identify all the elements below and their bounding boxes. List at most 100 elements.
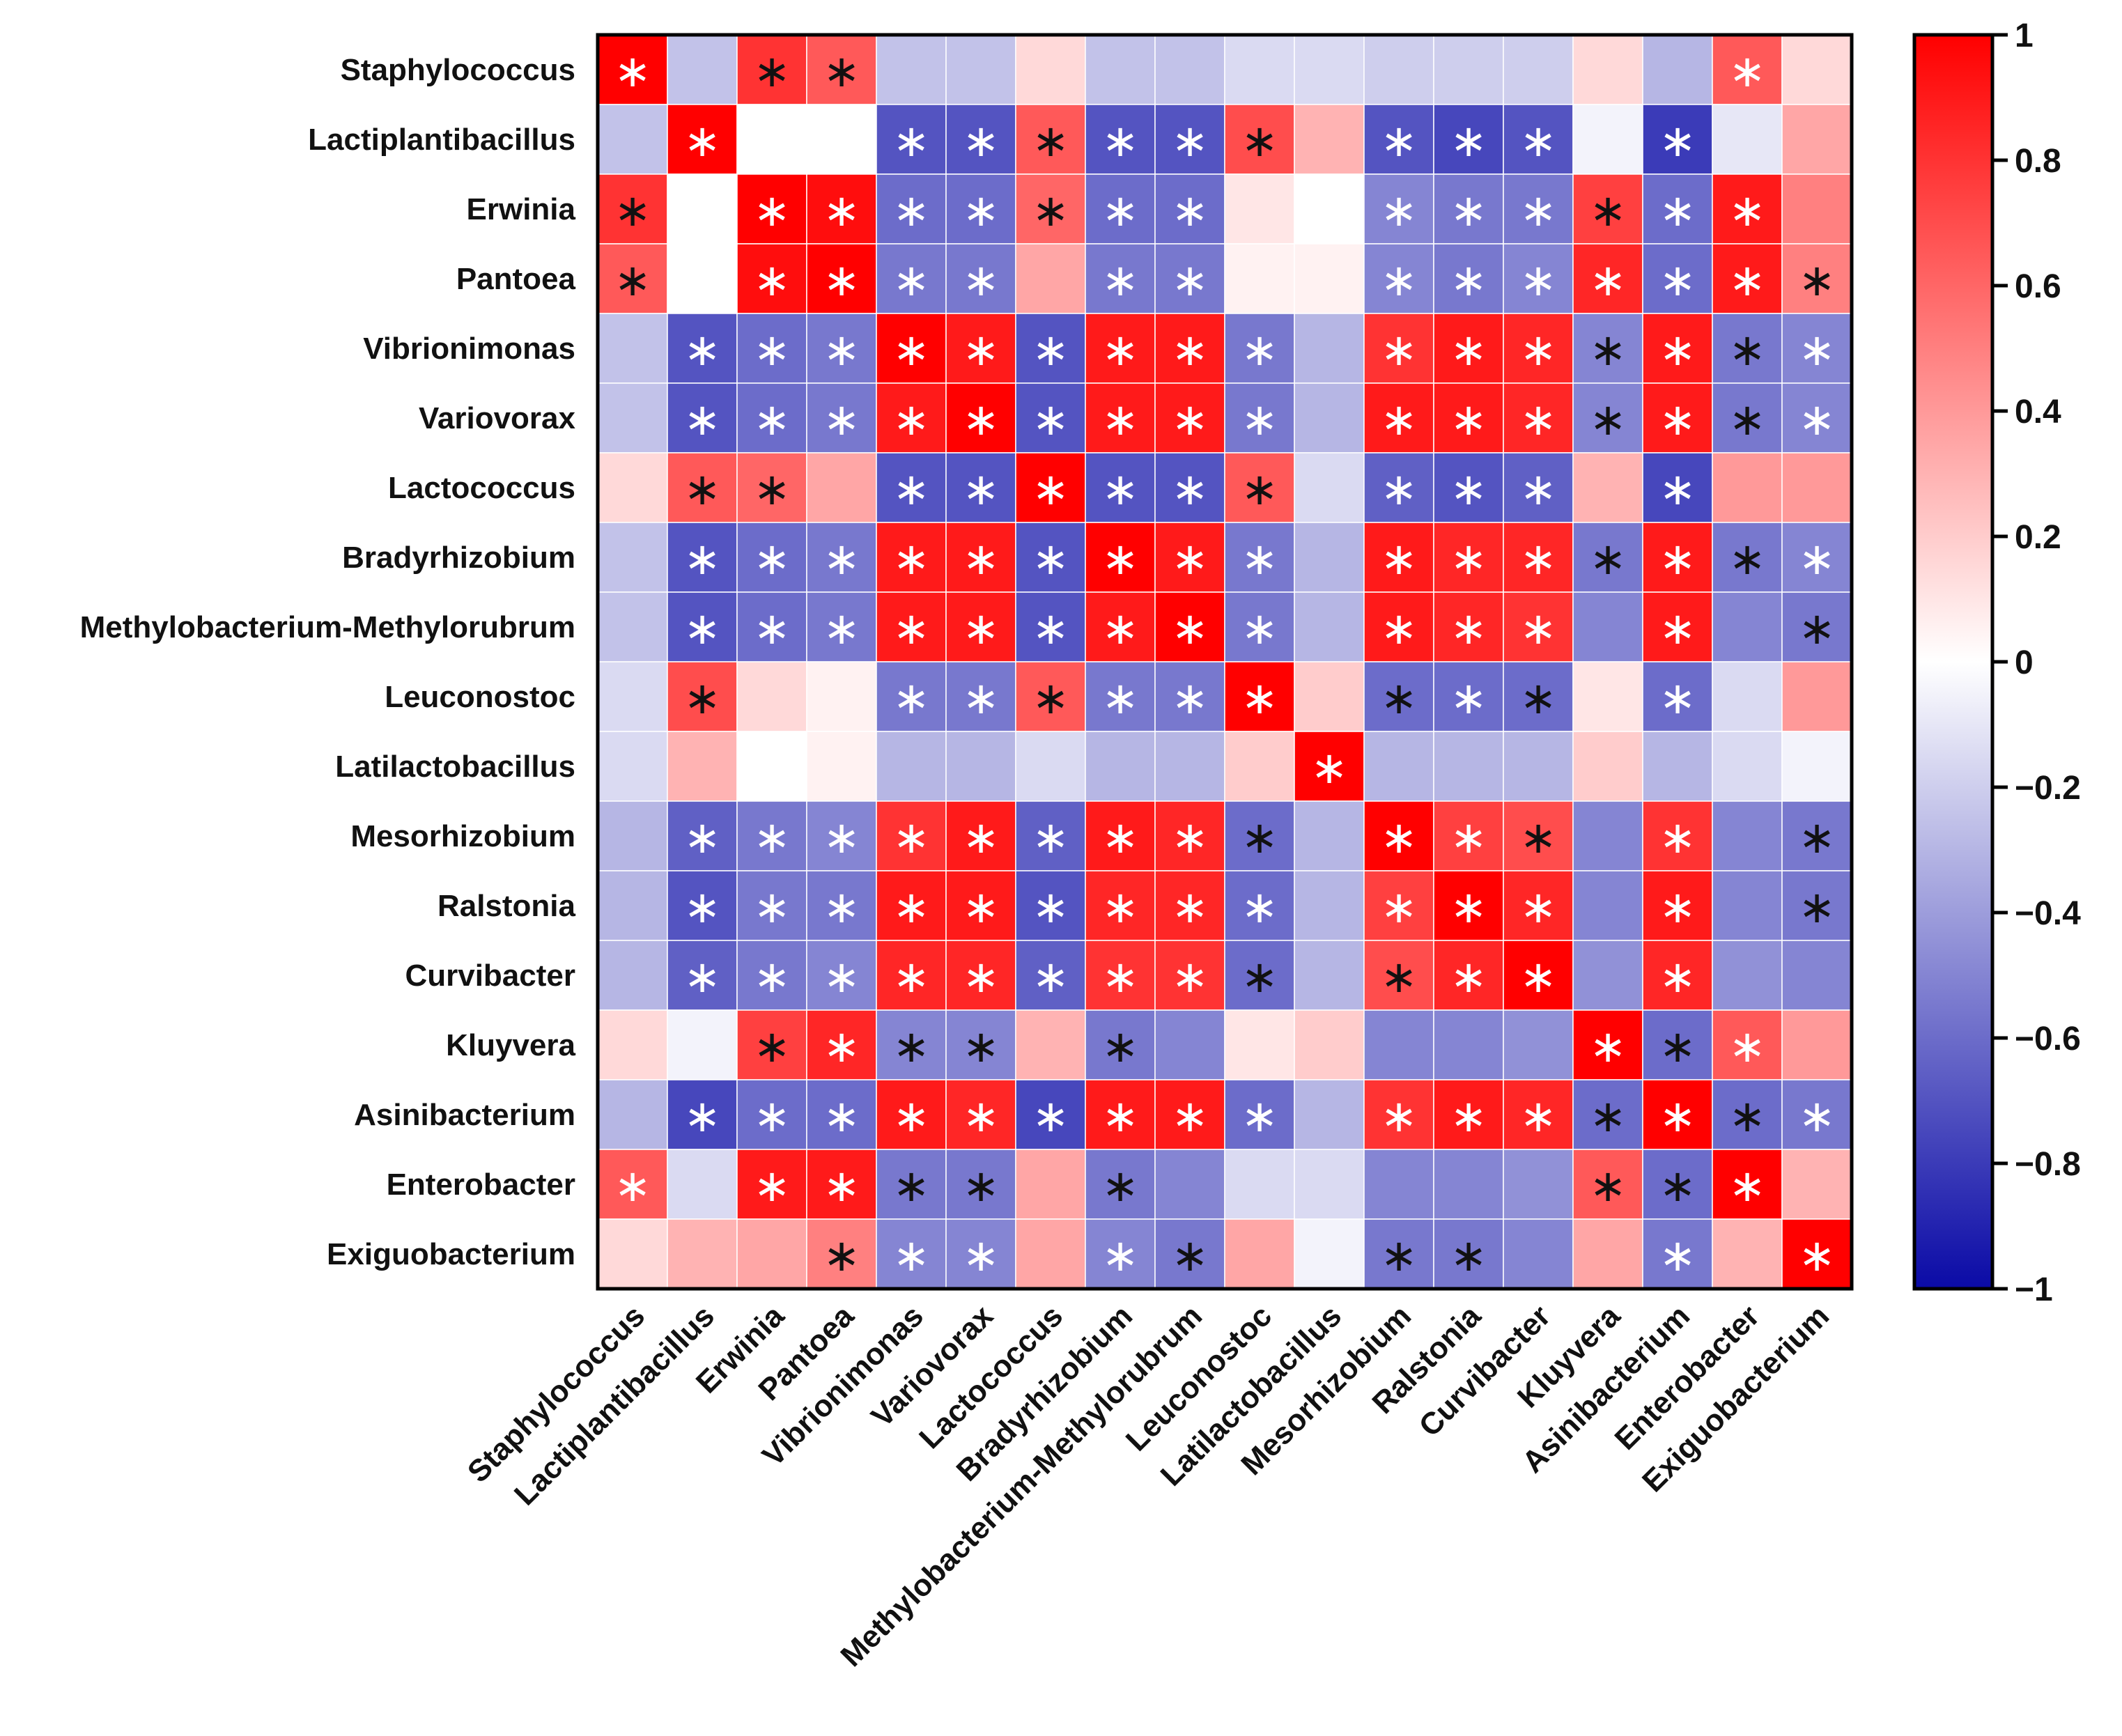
- heatmap-cell: [1642, 313, 1713, 384]
- heatmap-frame: [596, 33, 1854, 1291]
- significance-star: ∗: [962, 603, 1000, 655]
- significance-star: ∗: [1171, 882, 1209, 933]
- significance-star: ∗: [1101, 394, 1139, 446]
- row-label: Enterobacter: [387, 1168, 575, 1202]
- heatmap-cell: [945, 1218, 1016, 1289]
- significance-star: ∗: [1171, 1230, 1209, 1282]
- heatmap-cell: [1015, 34, 1086, 105]
- heatmap-cell: [1294, 1149, 1365, 1220]
- heatmap-cell: [1503, 452, 1574, 523]
- significance-star: ∗: [1589, 185, 1627, 237]
- significance-star: ∗: [823, 185, 860, 237]
- significance-star: ∗: [823, 812, 860, 864]
- heatmap-cell: [1572, 870, 1643, 941]
- heatmap-cell: [667, 1218, 738, 1289]
- heatmap-cell: [1642, 1079, 1713, 1150]
- significance-star: ∗: [614, 185, 651, 237]
- heatmap-cell: [1015, 1009, 1086, 1080]
- heatmap-cell: [1572, 1218, 1643, 1289]
- significance-star: ∗: [892, 673, 930, 724]
- heatmap-cell: [1363, 243, 1434, 314]
- significance-star: ∗: [1519, 882, 1557, 933]
- heatmap-cell: [667, 522, 738, 593]
- heatmap-cell: [1433, 1009, 1504, 1080]
- heatmap-cell: [806, 34, 877, 105]
- significance-star: ∗: [962, 534, 1000, 585]
- heatmap-cell: [597, 104, 668, 175]
- significance-star: ∗: [1380, 394, 1418, 446]
- heatmap-cell: [1572, 313, 1643, 384]
- heatmap-cell: [1363, 313, 1434, 384]
- significance-star: ∗: [1798, 603, 1836, 655]
- significance-star: ∗: [1380, 673, 1418, 724]
- heatmap-cell: [1712, 661, 1783, 732]
- significance-star: ∗: [1798, 882, 1836, 933]
- significance-star: ∗: [753, 325, 791, 376]
- heatmap-cell: [597, 382, 668, 454]
- heatmap-cell: [1294, 731, 1365, 802]
- significance-star: ∗: [823, 603, 860, 655]
- heatmap-cell: [1433, 173, 1504, 245]
- heatmap-cell: [1642, 661, 1713, 732]
- heatmap-cell: [1294, 104, 1365, 175]
- heatmap-cell: [1363, 382, 1434, 454]
- significance-star: ∗: [1589, 255, 1627, 307]
- heatmap-cell: [1433, 522, 1504, 593]
- colorbar-gradient: [1912, 33, 1995, 1291]
- significance-star: ∗: [1171, 812, 1209, 864]
- significance-star: ∗: [1659, 603, 1696, 655]
- significance-star: ∗: [1101, 116, 1139, 167]
- heatmap-cell: [1154, 1218, 1225, 1289]
- heatmap-cell: [1712, 522, 1783, 593]
- heatmap-cell: [1712, 1218, 1783, 1289]
- significance-star: ∗: [1519, 1091, 1557, 1142]
- heatmap-cell: [945, 173, 1016, 245]
- heatmap-cell: [1363, 800, 1434, 871]
- significance-star: ∗: [1101, 1161, 1139, 1212]
- heatmap-cell: [1433, 731, 1504, 802]
- heatmap-cell: [1154, 104, 1225, 175]
- heatmap-cell: [945, 382, 1016, 454]
- significance-star: ∗: [753, 1091, 791, 1142]
- significance-star: ∗: [753, 882, 791, 933]
- heatmap-cell: [1015, 1218, 1086, 1289]
- heatmap-cell: [1572, 382, 1643, 454]
- heatmap-cell: [1433, 243, 1504, 314]
- significance-star: ∗: [1380, 116, 1418, 167]
- heatmap-cell: [1015, 452, 1086, 523]
- significance-star: ∗: [1450, 185, 1487, 237]
- significance-star: ∗: [683, 534, 721, 585]
- significance-star: ∗: [1380, 534, 1418, 585]
- significance-star: ∗: [683, 1091, 721, 1142]
- significance-star: ∗: [892, 1161, 930, 1212]
- colorbar-tick-label: −0.6: [2015, 1021, 2081, 1057]
- significance-star: ∗: [1171, 116, 1209, 167]
- heatmap-cell: [597, 313, 668, 384]
- colorbar-tick-label: −0.8: [2015, 1146, 2081, 1183]
- heatmap-cell: [597, 870, 668, 941]
- significance-star: ∗: [1659, 464, 1696, 516]
- heatmap-cell: [597, 34, 668, 105]
- significance-star: ∗: [1241, 603, 1278, 655]
- significance-stars: ∗ ∗ ∗ ∗ ∗ ∗ ∗ ∗ ∗ ∗ ∗ ∗ ∗ ∗ ∗ ∗ ∗ ∗ ∗ ∗ ∗ ∗ ∗ ∗ ∗ ∗ ∗ ∗ ∗ ∗ ∗ ∗ ∗ ∗ ∗ ∗ ∗ ∗ ∗ ∗…: [614, 46, 1836, 1282]
- significance-star: ∗: [1450, 1091, 1487, 1142]
- heatmap-cell: [597, 940, 668, 1011]
- heatmap-cell: [1503, 1149, 1574, 1220]
- heatmap-cell: [1154, 800, 1225, 871]
- heatmap-cell: [736, 731, 807, 802]
- significance-star: ∗: [823, 1091, 860, 1142]
- significance-star: ∗: [1310, 743, 1348, 794]
- heatmap-cell: [1712, 591, 1783, 662]
- heatmap-cell: [1363, 522, 1434, 593]
- heatmap-cell: [1294, 34, 1365, 105]
- heatmap-cell: [1712, 940, 1783, 1011]
- heatmap-cell: [945, 940, 1016, 1011]
- significance-star: ∗: [1519, 464, 1557, 516]
- heatmap-cell: [1015, 870, 1086, 941]
- significance-star: ∗: [1032, 1091, 1069, 1142]
- significance-star: ∗: [1171, 394, 1209, 446]
- significance-star: ∗: [892, 534, 930, 585]
- significance-star: ∗: [1519, 116, 1557, 167]
- heatmap-cell: [597, 243, 668, 314]
- significance-star: ∗: [1519, 603, 1557, 655]
